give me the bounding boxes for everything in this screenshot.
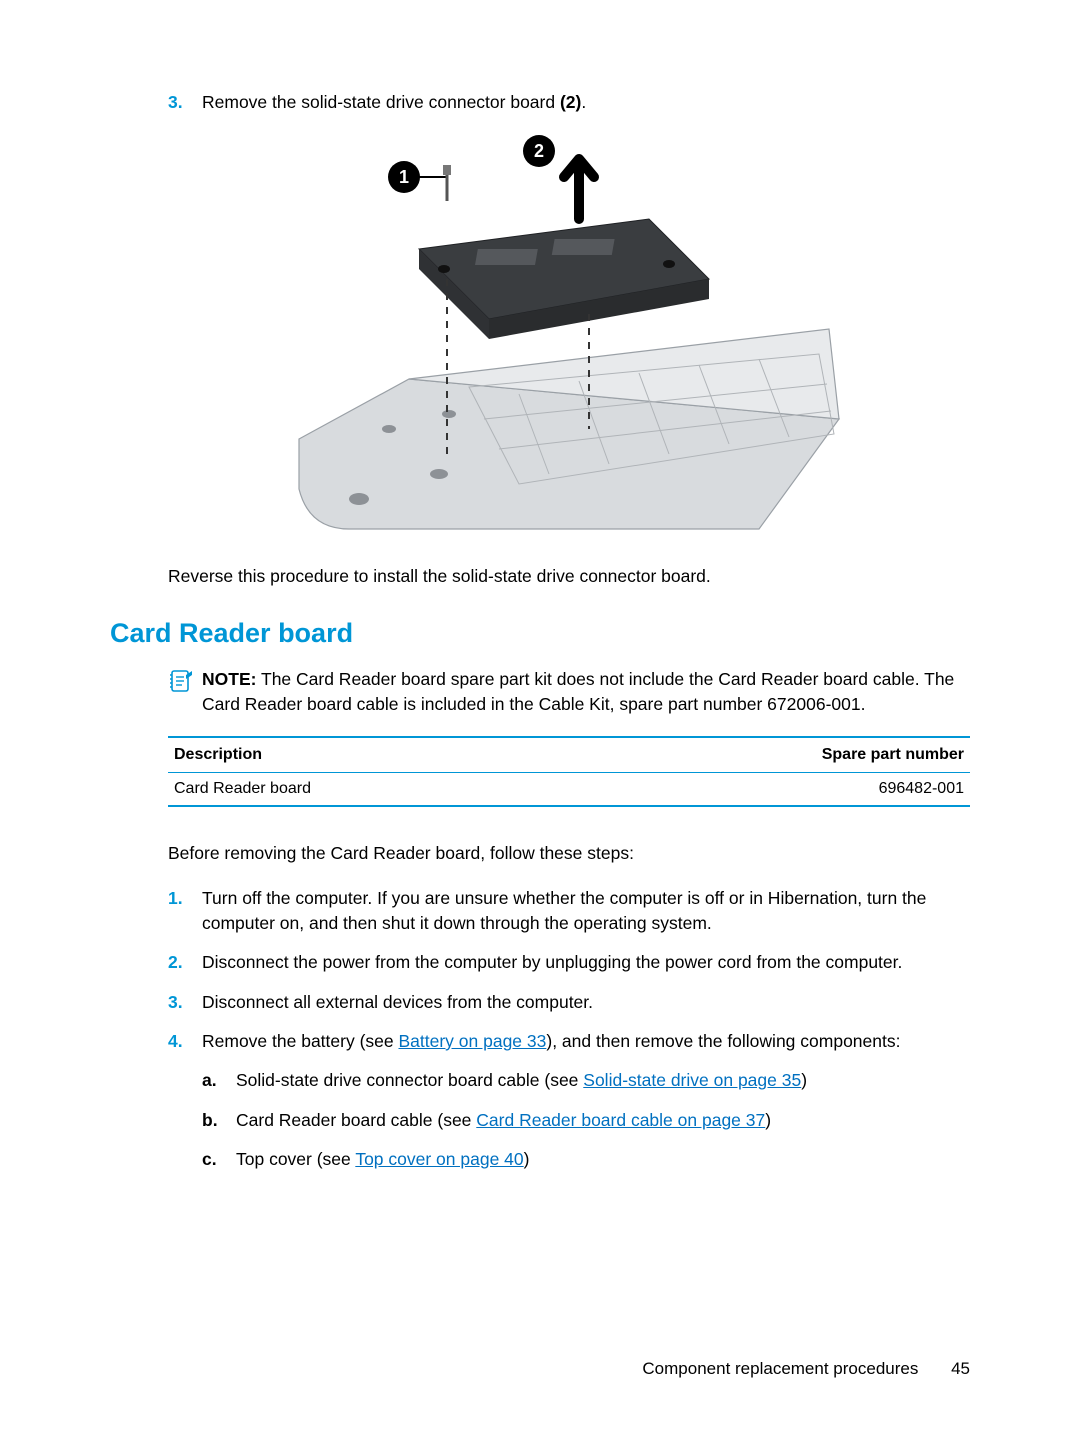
note-block: NOTE: The Card Reader board spare part k… — [168, 667, 970, 718]
sub-text: Solid-state drive connector board cable … — [236, 1068, 807, 1093]
svg-text:2: 2 — [534, 141, 544, 161]
ssd-board-diagram-svg: 1 2 — [289, 129, 849, 539]
step4-text-b: ), and then remove the following compone… — [546, 1031, 900, 1051]
sub-b-text-a: Card Reader board cable (see — [236, 1110, 476, 1130]
step-number: 3. — [168, 990, 202, 1015]
parts-table-wrap: Description Spare part number Card Reade… — [168, 736, 970, 807]
sub-c-text-b: ) — [524, 1149, 530, 1169]
sub-letter: b. — [202, 1108, 236, 1133]
svg-text:1: 1 — [399, 167, 409, 187]
step-number: 3. — [168, 90, 202, 115]
cell-description: Card Reader board — [168, 772, 562, 806]
page-footer: Component replacement procedures 45 — [110, 1359, 970, 1379]
document-page: 3. Remove the solid-state drive connecto… — [0, 0, 1080, 1437]
note-text: NOTE: The Card Reader board spare part k… — [202, 667, 970, 718]
substep-a: a. Solid-state drive connector board cab… — [202, 1068, 970, 1093]
substep-b: b. Card Reader board cable (see Card Rea… — [202, 1108, 970, 1133]
note-label: NOTE: — [202, 669, 256, 689]
note-body: The Card Reader board spare part kit doe… — [202, 669, 954, 714]
sub-text: Card Reader board cable (see Card Reader… — [236, 1108, 771, 1133]
step-text-bold: (2) — [560, 92, 581, 112]
section-heading-card-reader: Card Reader board — [110, 618, 970, 649]
exploded-diagram: 1 2 — [168, 129, 970, 544]
step-text: Remove the solid-state drive connector b… — [202, 90, 586, 115]
link-battery[interactable]: Battery on page 33 — [398, 1031, 546, 1051]
step-4: 4. Remove the battery (see Battery on pa… — [168, 1029, 970, 1054]
step-3-block: 3. Remove the solid-state drive connecto… — [168, 90, 970, 590]
step-number: 4. — [168, 1029, 202, 1054]
step4-text-a: Remove the battery (see — [202, 1031, 398, 1051]
link-ssd[interactable]: Solid-state drive on page 35 — [583, 1070, 801, 1090]
step-number: 2. — [168, 950, 202, 975]
step-text: Disconnect all external devices from the… — [202, 990, 593, 1015]
step-text: Turn off the computer. If you are unsure… — [202, 886, 970, 937]
step-3b: 3. Disconnect all external devices from … — [168, 990, 970, 1015]
sub-c-text-a: Top cover (see — [236, 1149, 355, 1169]
col-description: Description — [168, 737, 562, 773]
step-text: Remove the battery (see Battery on page … — [202, 1029, 900, 1054]
sub-b-text-b: ) — [765, 1110, 771, 1130]
sub-letter: a. — [202, 1068, 236, 1093]
step-text-a: Remove the solid-state drive connector b… — [202, 92, 560, 112]
sub-a-text-a: Solid-state drive connector board cable … — [236, 1070, 583, 1090]
link-card-reader-cable[interactable]: Card Reader board cable on page 37 — [476, 1110, 765, 1130]
step-text: Disconnect the power from the computer b… — [202, 950, 902, 975]
sub-text: Top cover (see Top cover on page 40) — [236, 1147, 529, 1172]
footer-page-number: 45 — [951, 1359, 970, 1379]
substep-c: c. Top cover (see Top cover on page 40) — [202, 1147, 970, 1172]
table-header-row: Description Spare part number — [168, 737, 970, 773]
step-1: 1. Turn off the computer. If you are uns… — [168, 886, 970, 937]
step-2: 2. Disconnect the power from the compute… — [168, 950, 970, 975]
step-text-b: . — [581, 92, 586, 112]
steps-list: 1. Turn off the computer. If you are uns… — [168, 886, 970, 1173]
sub-letter: c. — [202, 1147, 236, 1172]
ordered-step-3: 3. Remove the solid-state drive connecto… — [168, 90, 970, 115]
cell-spare-part: 696482-001 — [562, 772, 970, 806]
reverse-procedure-text: Reverse this procedure to install the so… — [168, 564, 970, 589]
sub-a-text-b: ) — [801, 1070, 807, 1090]
note-icon — [168, 669, 196, 700]
link-top-cover[interactable]: Top cover on page 40 — [355, 1149, 523, 1169]
col-spare-part: Spare part number — [562, 737, 970, 773]
parts-table: Description Spare part number Card Reade… — [168, 736, 970, 807]
footer-section: Component replacement procedures — [642, 1359, 918, 1378]
table-row: Card Reader board 696482-001 — [168, 772, 970, 806]
step-number: 1. — [168, 886, 202, 937]
intro-text: Before removing the Card Reader board, f… — [168, 843, 970, 864]
